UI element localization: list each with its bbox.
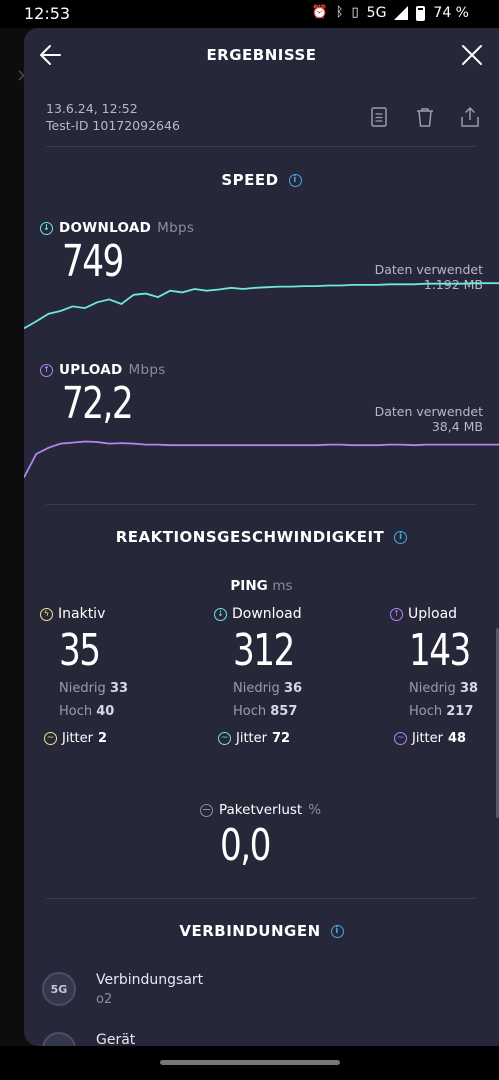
navigation-bar bbox=[0, 1046, 499, 1080]
download-speed-graph bbox=[24, 282, 499, 330]
download-label: ↓ DOWNLOAD Mbps bbox=[40, 220, 194, 236]
5g-badge-icon: 5G bbox=[42, 972, 76, 1006]
upload-speed-value: 72,2 bbox=[62, 378, 134, 429]
download-speed-value: 749 bbox=[62, 236, 124, 287]
download-label-text: DOWNLOAD bbox=[59, 220, 152, 236]
upload-label: ↑ UPLOAD Mbps bbox=[40, 362, 166, 378]
bluetooth-icon: ᛒ bbox=[335, 5, 344, 20]
share-icon[interactable] bbox=[459, 106, 481, 128]
latency-title: REAKTIONSGESCHWINDIGKEIT bbox=[115, 528, 385, 546]
divider bbox=[46, 146, 477, 147]
upload-arrow-icon: ↑ bbox=[390, 607, 403, 621]
ping-upload-value: 143 bbox=[409, 625, 471, 676]
divider bbox=[46, 898, 477, 899]
battery-icon bbox=[416, 5, 426, 21]
header: ERGEBNISSE bbox=[24, 28, 499, 84]
divider bbox=[46, 504, 477, 505]
speed-title: SPEED bbox=[221, 171, 279, 189]
trash-icon[interactable] bbox=[414, 106, 436, 128]
ping-upload-low: Niedrig 38 bbox=[409, 681, 479, 696]
download-unit: Mbps bbox=[157, 220, 195, 236]
results-sheet: ERGEBNISSE 13.6.24, 12:52 Test-ID 101720… bbox=[24, 28, 499, 1046]
jitter-wave-icon: ~ bbox=[218, 732, 231, 745]
ping-idle-column: ϟ Inaktiv 35 Niedrig 33 Hoch 40 ~ Jitter 2 bbox=[40, 606, 170, 746]
close-icon[interactable] bbox=[461, 44, 483, 66]
document-icon[interactable] bbox=[368, 106, 390, 128]
download-arrow-icon: ↓ bbox=[40, 221, 53, 235]
ping-download-high: Hoch 857 bbox=[233, 704, 298, 719]
ping-download-low: Niedrig 36 bbox=[233, 681, 303, 696]
upload-arrow-icon: ↑ bbox=[40, 363, 53, 377]
vibrate-icon: ▯ bbox=[351, 5, 359, 20]
ping-upload-column: ↑ Upload 143 Niedrig 38 Hoch 217 ~ Jitter … bbox=[390, 606, 499, 746]
scrollbar[interactable] bbox=[496, 628, 499, 818]
upload-data-used-label: Daten verwendet bbox=[374, 404, 483, 419]
ping-idle-low: Niedrig 33 bbox=[59, 681, 129, 696]
info-icon[interactable]: i bbox=[394, 531, 408, 544]
speed-section-title: SPEED i bbox=[24, 171, 499, 189]
test-id: Test-ID 10172092646 bbox=[46, 118, 180, 133]
idle-bolt-icon: ϟ bbox=[40, 607, 53, 621]
ping-download-column: ↓ Download 312 Niedrig 36 Hoch 857 ~ Jitte… bbox=[214, 606, 344, 746]
jitter-wave-icon: ~ bbox=[44, 732, 57, 745]
ping-label: PING ms bbox=[24, 578, 499, 594]
signal-icon bbox=[394, 6, 409, 20]
gesture-handle[interactable] bbox=[160, 1060, 340, 1065]
connection-type-row: 5G Verbindungsart o2 bbox=[42, 972, 482, 1022]
network-type: 5G bbox=[366, 5, 387, 21]
info-icon[interactable]: i bbox=[330, 925, 344, 938]
packet-loss-value: 0,0 bbox=[220, 820, 271, 871]
ping-label-text: PING bbox=[230, 578, 268, 594]
device-row: Gerät bbox=[42, 1032, 482, 1046]
packet-loss-title: Paketverlust bbox=[219, 802, 303, 818]
status-bar: 12:53 ⏰ ᛒ ▯ 5G 74 % bbox=[0, 0, 499, 28]
ping-download-value: 312 bbox=[233, 625, 295, 676]
ping-download-jitter: ~ Jitter 72 bbox=[218, 731, 344, 746]
ping-idle-value: 35 bbox=[59, 625, 101, 676]
ping-unit: ms bbox=[272, 578, 293, 594]
ping-upload-jitter: ~ Jitter 48 bbox=[394, 731, 499, 746]
upload-speed-graph bbox=[24, 440, 499, 478]
upload-label-text: UPLOAD bbox=[59, 362, 123, 378]
status-icons: ⏰ ᛒ ▯ 5G 74 % bbox=[312, 4, 470, 22]
device-icon bbox=[42, 1032, 76, 1046]
connection-type-value: o2 bbox=[96, 992, 113, 1007]
ping-idle-high: Hoch 40 bbox=[59, 704, 115, 719]
result-date: 13.6.24, 12:52 bbox=[46, 101, 138, 116]
connection-type-title: Verbindungsart bbox=[96, 972, 204, 988]
page-title: ERGEBNISSE bbox=[206, 46, 317, 64]
ping-upload-high: Hoch 217 bbox=[409, 704, 474, 719]
ping-download-title: Download bbox=[232, 606, 302, 622]
upload-speed-line bbox=[24, 440, 499, 478]
ping-upload-title: Upload bbox=[408, 606, 458, 622]
status-time: 12:53 bbox=[24, 4, 71, 23]
connections-title: VERBINDUNGEN bbox=[179, 922, 321, 940]
upload-unit: Mbps bbox=[128, 362, 166, 378]
arrow-left-icon[interactable] bbox=[38, 42, 64, 68]
device-title: Gerät bbox=[96, 1032, 136, 1046]
upload-data-used-value: 38,4 MB bbox=[431, 419, 483, 434]
download-arrow-icon: ↓ bbox=[214, 607, 227, 621]
info-icon[interactable]: i bbox=[288, 174, 302, 187]
battery-level: 74 % bbox=[433, 5, 469, 21]
packet-loss-unit: % bbox=[308, 802, 322, 818]
latency-section-title: REAKTIONSGESCHWINDIGKEIT i bbox=[24, 528, 499, 546]
ping-idle-title: Inaktiv bbox=[58, 606, 106, 622]
download-speed-line bbox=[24, 282, 499, 330]
packet-loss-label: Paketverlust % bbox=[200, 802, 321, 818]
ping-idle-jitter: ~ Jitter 2 bbox=[44, 731, 170, 746]
download-data-used-label: Daten verwendet bbox=[374, 262, 483, 277]
packet-loss-icon bbox=[200, 803, 213, 817]
alarm-icon: ⏰ bbox=[311, 5, 328, 20]
jitter-wave-icon: ~ bbox=[394, 732, 407, 745]
connections-section-title: VERBINDUNGEN i bbox=[24, 922, 499, 940]
